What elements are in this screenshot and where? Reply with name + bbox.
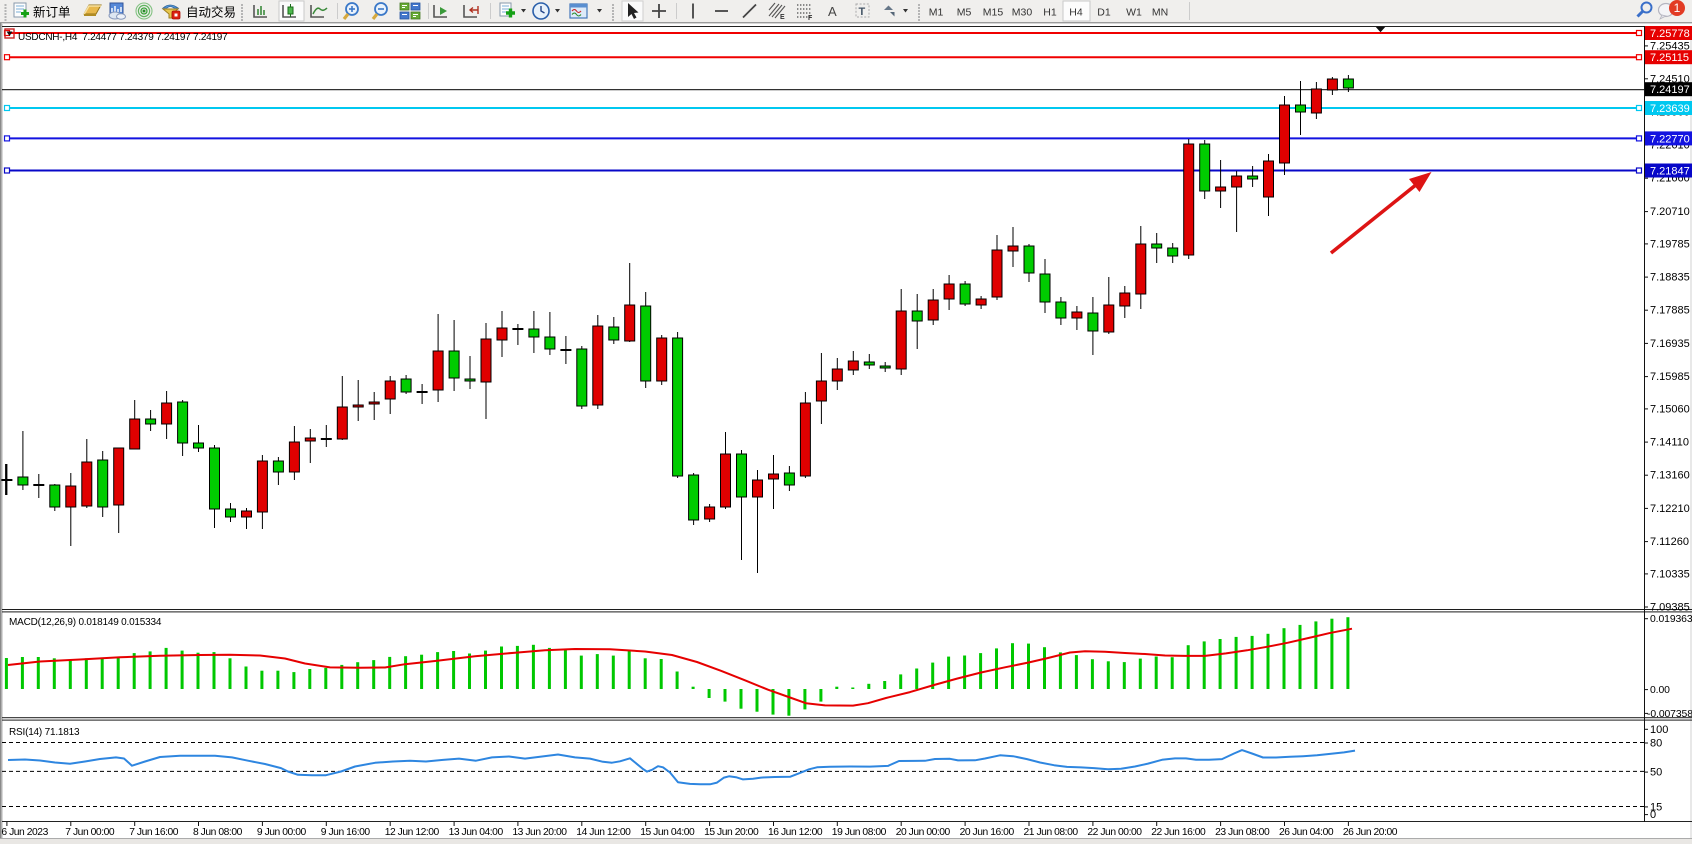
svg-text:100: 100 <box>1650 724 1668 736</box>
svg-text:7.22770: 7.22770 <box>1650 133 1690 145</box>
svg-text:7.14110: 7.14110 <box>1650 437 1689 449</box>
svg-text:0.019363: 0.019363 <box>1650 614 1692 625</box>
svg-text:7.25778: 7.25778 <box>1650 28 1690 40</box>
svg-text:7.23639: 7.23639 <box>1650 103 1690 115</box>
svg-text:1: 1 <box>1674 1 1681 15</box>
svg-text:7 Jun 16:00: 7 Jun 16:00 <box>129 827 179 838</box>
svg-text:6 Jun 2023: 6 Jun 2023 <box>1 827 48 838</box>
svg-text:7 Jun 00:00: 7 Jun 00:00 <box>65 827 115 838</box>
svg-text:M30: M30 <box>1012 7 1033 19</box>
svg-text:7.25435: 7.25435 <box>1650 40 1690 52</box>
svg-text:7.16935: 7.16935 <box>1650 338 1690 350</box>
svg-text:自动交易: 自动交易 <box>186 5 236 20</box>
svg-text:7.25115: 7.25115 <box>1650 52 1689 64</box>
svg-text:7.15985: 7.15985 <box>1650 371 1690 383</box>
svg-text:M15: M15 <box>983 7 1004 19</box>
svg-text:M1: M1 <box>929 7 944 19</box>
svg-text:20 Jun 00:00: 20 Jun 00:00 <box>896 827 951 838</box>
svg-text:D1: D1 <box>1097 7 1111 19</box>
svg-text:MACD(12,26,9) 0.018149 0.01533: MACD(12,26,9) 0.018149 0.015334 <box>9 617 162 628</box>
svg-text:15 Jun 04:00: 15 Jun 04:00 <box>640 827 695 838</box>
svg-text:15: 15 <box>1650 801 1662 813</box>
svg-text:7.24197: 7.24197 <box>1650 84 1690 96</box>
svg-text:7.12210: 7.12210 <box>1650 503 1690 515</box>
svg-text:9 Jun 00:00: 9 Jun 00:00 <box>257 827 307 838</box>
svg-text:7.11260: 7.11260 <box>1650 536 1689 548</box>
svg-text:9 Jun 16:00: 9 Jun 16:00 <box>321 827 371 838</box>
svg-text:50: 50 <box>1650 767 1662 779</box>
svg-text:E: E <box>780 14 785 21</box>
svg-text:7.13160: 7.13160 <box>1650 470 1690 482</box>
svg-text:7.15060: 7.15060 <box>1650 403 1690 415</box>
svg-text:H1: H1 <box>1043 7 1057 19</box>
svg-text:MN: MN <box>1152 7 1168 19</box>
svg-text:7.09385: 7.09385 <box>1650 602 1690 614</box>
svg-text:13 Jun 04:00: 13 Jun 04:00 <box>449 827 504 838</box>
svg-text:21 Jun 08:00: 21 Jun 08:00 <box>1024 827 1079 838</box>
svg-text:8 Jun 08:00: 8 Jun 08:00 <box>193 827 243 838</box>
svg-text:80: 80 <box>1650 738 1662 750</box>
svg-text:A: A <box>828 4 837 19</box>
svg-text:-0.007358: -0.007358 <box>1647 709 1692 720</box>
svg-text:7.19785: 7.19785 <box>1650 238 1690 250</box>
svg-text:0.00: 0.00 <box>1650 685 1670 696</box>
svg-text:12 Jun 12:00: 12 Jun 12:00 <box>385 827 440 838</box>
svg-text:F: F <box>808 15 813 22</box>
svg-text:22 Jun 16:00: 22 Jun 16:00 <box>1151 827 1206 838</box>
svg-text:26 Jun 04:00: 26 Jun 04:00 <box>1279 827 1334 838</box>
svg-text:新订单: 新订单 <box>33 5 71 20</box>
svg-text:M5: M5 <box>957 7 972 19</box>
svg-text:7.20710: 7.20710 <box>1650 206 1690 218</box>
svg-text:26 Jun 20:00: 26 Jun 20:00 <box>1343 827 1398 838</box>
svg-text:16 Jun 12:00: 16 Jun 12:00 <box>768 827 823 838</box>
svg-text:15 Jun 20:00: 15 Jun 20:00 <box>704 827 759 838</box>
svg-text:W1: W1 <box>1126 7 1142 19</box>
svg-text:H4: H4 <box>1069 7 1083 19</box>
svg-text:20 Jun 16:00: 20 Jun 16:00 <box>960 827 1015 838</box>
svg-text:22 Jun 00:00: 22 Jun 00:00 <box>1087 827 1142 838</box>
svg-text:T: T <box>859 6 866 18</box>
svg-text:23 Jun 08:00: 23 Jun 08:00 <box>1215 827 1270 838</box>
svg-text:USDCNH-,H4 7.24477 7.24379 7.: USDCNH-,H4 7.24477 7.24379 7.24197 7.241… <box>18 32 228 43</box>
svg-text:0: 0 <box>1650 809 1656 821</box>
svg-text:7.18835: 7.18835 <box>1650 272 1690 284</box>
svg-text:7.10335: 7.10335 <box>1650 568 1690 580</box>
svg-text:14 Jun 12:00: 14 Jun 12:00 <box>576 827 631 838</box>
svg-text:7.21847: 7.21847 <box>1650 166 1690 178</box>
svg-text:7.17885: 7.17885 <box>1650 305 1690 317</box>
svg-text:RSI(14) 71.1813: RSI(14) 71.1813 <box>9 727 80 738</box>
svg-text:19 Jun 08:00: 19 Jun 08:00 <box>832 827 887 838</box>
svg-text:13 Jun 20:00: 13 Jun 20:00 <box>512 827 567 838</box>
